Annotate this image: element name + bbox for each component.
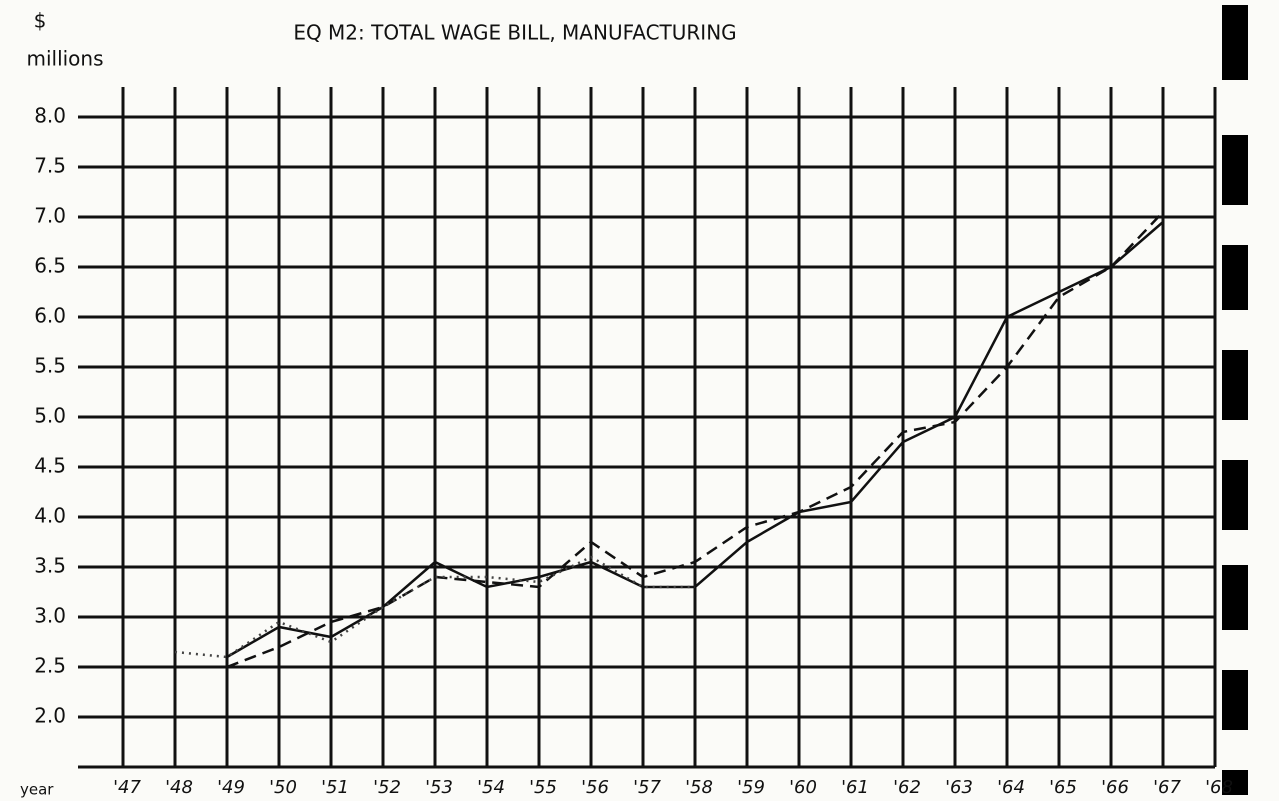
y-tick-label: 3.5 xyxy=(34,554,66,578)
y-tick-label: 8.0 xyxy=(34,104,66,128)
x-tick-label: '67 xyxy=(1153,777,1181,798)
x-tick-label: '50 xyxy=(269,777,297,798)
x-tick-label: '48 xyxy=(165,777,193,798)
y-tick-label: 4.5 xyxy=(34,454,66,478)
y-tick-label: 7.0 xyxy=(34,204,66,228)
y-unit: $ xyxy=(34,9,47,33)
x-tick-label: '65 xyxy=(1049,777,1077,798)
x-tick-label: '53 xyxy=(425,777,453,798)
x-tick-label: '59 xyxy=(737,777,765,798)
x-tick-label: '60 xyxy=(789,777,817,798)
x-axis-label: year xyxy=(20,781,54,799)
binder-marks xyxy=(1222,5,1248,795)
x-tick-label: '68 xyxy=(1205,777,1233,798)
x-tick-label: '56 xyxy=(581,777,609,798)
x-tick-label: '62 xyxy=(893,777,921,798)
y-tick-label: 4.0 xyxy=(34,504,66,528)
x-tick-label: '66 xyxy=(1101,777,1129,798)
y-tick-label: 6.5 xyxy=(34,254,66,278)
x-tick-label: '49 xyxy=(217,777,245,798)
y-tick-label: 5.5 xyxy=(34,354,66,378)
y-tick-label: 2.5 xyxy=(34,654,66,678)
y-tick-label: 5.0 xyxy=(34,404,66,428)
y-tick-label: 7.5 xyxy=(34,154,66,178)
y-tick-label: 2.0 xyxy=(34,704,66,728)
x-tick-label: '52 xyxy=(373,777,401,798)
x-tick-label: '61 xyxy=(841,777,869,798)
y-axis-label: millions xyxy=(26,47,103,71)
x-tick-label: '58 xyxy=(685,777,713,798)
x-tick-label: '54 xyxy=(477,777,505,798)
x-tick-label: '51 xyxy=(321,777,349,798)
series-line xyxy=(226,211,1164,669)
chart-title: EQ M2: TOTAL WAGE BILL, MANUFACTURING xyxy=(293,21,736,45)
x-tick-label: '57 xyxy=(633,777,661,798)
x-tick-label: '55 xyxy=(529,777,557,798)
x-tick-label: '64 xyxy=(997,777,1025,798)
x-tick-label: '63 xyxy=(945,777,973,798)
x-tick-label: '47 xyxy=(113,777,141,798)
y-tick-label: 3.0 xyxy=(34,604,66,628)
y-tick-label: 6.0 xyxy=(34,304,66,328)
